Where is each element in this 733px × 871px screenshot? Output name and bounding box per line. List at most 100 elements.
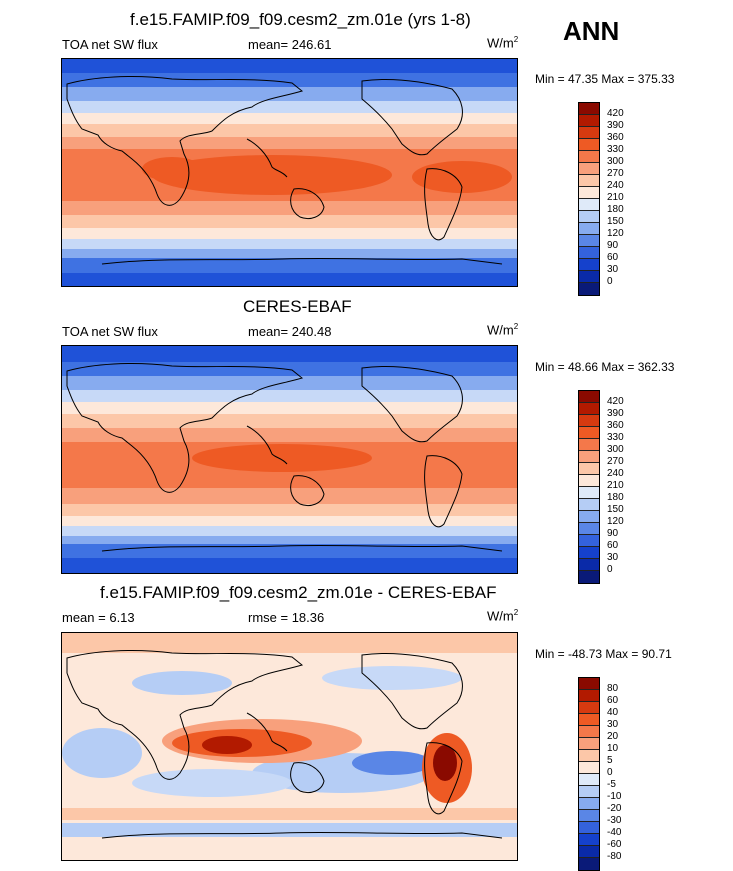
colorbar-segment	[579, 259, 599, 271]
colorbar-tick-label: 20	[607, 731, 619, 742]
colorbar-segment	[579, 427, 599, 439]
colorbar-segment	[579, 151, 599, 163]
colorbar-segment	[579, 690, 599, 702]
colorbar-tick-label: 300	[607, 444, 624, 455]
panel-1-minmax: Min = 47.35 Max = 375.33	[535, 72, 675, 86]
panel-2-units: W/m2	[487, 322, 519, 338]
colorbar-tick-label: 5	[607, 755, 613, 766]
colorbar-tick-label: -40	[607, 827, 622, 838]
colorbar-tick-label: 360	[607, 420, 624, 431]
colorbar-segment	[579, 487, 599, 499]
panel-3-map	[61, 632, 518, 861]
colorbar-tick-label: 30	[607, 719, 619, 730]
colorbar-segment	[579, 511, 599, 523]
colorbar-segment	[579, 750, 599, 762]
panel-3-mean-label: mean = 6.13	[62, 610, 135, 625]
panel-3-title: f.e15.FAMIP.f09_f09.cesm2_zm.01e - CERES…	[100, 583, 497, 602]
colorbar-segment	[579, 175, 599, 187]
colorbar-tick-label: 90	[607, 240, 619, 251]
colorbar-tick-label: 420	[607, 108, 624, 119]
colorbar-tick-label: 120	[607, 516, 624, 527]
panel-2-colorbar-labels: 420 390 360 330 300 270 240 210 180 150 120 90 60 30 0	[607, 390, 647, 582]
colorbar-segment	[579, 702, 599, 714]
colorbar-segment	[579, 726, 599, 738]
colorbar-tick-label: -10	[607, 791, 622, 802]
colorbar-tick-label: -5	[607, 779, 616, 790]
colorbar-segment	[579, 415, 599, 427]
colorbar-tick-label: 330	[607, 144, 624, 155]
colorbar-tick-label: -20	[607, 803, 622, 814]
colorbar-segment	[579, 247, 599, 259]
colorbar-segment	[579, 523, 599, 535]
colorbar-tick-label: 60	[607, 695, 619, 706]
colorbar-segment	[579, 834, 599, 846]
colorbar-segment	[579, 115, 599, 127]
colorbar-segment	[579, 678, 599, 690]
colorbar-tick-label: 390	[607, 120, 624, 131]
colorbar-segment	[579, 127, 599, 139]
colorbar-tick-label: 240	[607, 468, 624, 479]
colorbar-tick-label: 120	[607, 228, 624, 239]
colorbar-segment	[579, 774, 599, 786]
panel-1-variable-label: TOA net SW flux	[62, 37, 158, 52]
colorbar-segment	[579, 846, 599, 858]
colorbar-segment	[579, 535, 599, 547]
panel-3-colorbar	[578, 677, 600, 871]
colorbar-tick-label: -80	[607, 851, 622, 862]
colorbar-segment	[579, 714, 599, 726]
panel-2-mean-label: mean= 240.48	[248, 324, 332, 339]
colorbar-tick-label: 150	[607, 216, 624, 227]
colorbar-segment	[579, 559, 599, 571]
colorbar-segment	[579, 403, 599, 415]
panel-3-minmax: Min = -48.73 Max = 90.71	[535, 647, 672, 661]
colorbar-segment	[579, 187, 599, 199]
panel-2-map	[61, 345, 518, 574]
colorbar-segment	[579, 211, 599, 223]
colorbar-tick-label: 10	[607, 743, 619, 754]
colorbar-tick-label: 330	[607, 432, 624, 443]
panel-3-rmse-label: rmse = 18.36	[248, 610, 325, 625]
colorbar-tick-label: 390	[607, 408, 624, 419]
colorbar-segment	[579, 858, 599, 870]
colorbar-tick-label: 180	[607, 492, 624, 503]
colorbar-tick-label: 210	[607, 192, 624, 203]
colorbar-segment	[579, 786, 599, 798]
colorbar-tick-label: 210	[607, 480, 624, 491]
panel-2-minmax: Min = 48.66 Max = 362.33	[535, 360, 675, 374]
panel-1-colorbar-labels: 420 390 360 330 300 270 240 210 180 150 120 90 60 30 0	[607, 102, 647, 294]
colorbar-segment	[579, 271, 599, 283]
panel-2-title: CERES-EBAF	[243, 297, 352, 316]
colorbar-segment	[579, 798, 599, 810]
colorbar-tick-label: 60	[607, 540, 619, 551]
panel-3-units: W/m2	[487, 608, 519, 624]
colorbar-segment	[579, 451, 599, 463]
colorbar-tick-label: 270	[607, 456, 624, 467]
colorbar-segment	[579, 499, 599, 511]
panel-1-units: W/m2	[487, 35, 519, 51]
colorbar-segment	[579, 547, 599, 559]
colorbar-tick-label: 270	[607, 168, 624, 179]
colorbar-segment	[579, 463, 599, 475]
colorbar-segment	[579, 571, 599, 583]
colorbar-tick-label: 30	[607, 264, 619, 275]
colorbar-segment	[579, 822, 599, 834]
panel-2-colorbar	[578, 390, 600, 584]
colorbar-segment	[579, 391, 599, 403]
panel-1-mean-label: mean= 246.61	[248, 37, 332, 52]
colorbar-tick-label: 360	[607, 132, 624, 143]
colorbar-segment	[579, 738, 599, 750]
colorbar-tick-label: 0	[607, 276, 613, 287]
panel-1-map	[61, 58, 518, 287]
colorbar-segment	[579, 223, 599, 235]
colorbar-segment	[579, 762, 599, 774]
colorbar-segment	[579, 475, 599, 487]
colorbar-tick-label: 300	[607, 156, 624, 167]
panel-3-colorbar-labels: 80 60 40 30 20 10 5 0 -5 -10 -20 -30 -40 -60 -80	[607, 677, 647, 869]
colorbar-segment	[579, 810, 599, 822]
colorbar-segment	[579, 163, 599, 175]
colorbar-segment	[579, 103, 599, 115]
colorbar-tick-label: 150	[607, 504, 624, 515]
colorbar-tick-label: 90	[607, 528, 619, 539]
season-label: ANN	[563, 16, 620, 46]
colorbar-tick-label: 240	[607, 180, 624, 191]
